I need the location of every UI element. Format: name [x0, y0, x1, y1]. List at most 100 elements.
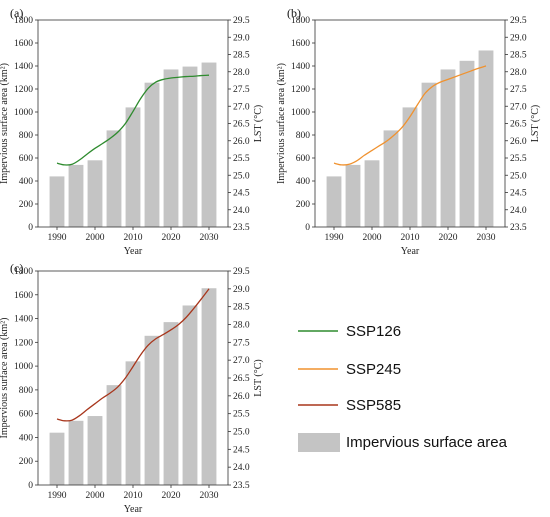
- x-tick-label: 2030: [477, 233, 496, 243]
- x-tick-label: 1990: [325, 233, 344, 243]
- y-tick-label: 1800: [14, 16, 33, 26]
- bar: [49, 176, 65, 227]
- y-tick-label: 1200: [14, 85, 33, 95]
- bar: [201, 288, 217, 485]
- x-tick-label: 2030: [200, 233, 219, 243]
- y-tick-label: 1600: [14, 291, 33, 301]
- y-axis-label: Impervious surface area (km²): [0, 63, 10, 184]
- x-tick-label: 2000: [363, 233, 382, 243]
- y2-tick-label: 26.0: [510, 137, 527, 147]
- y2-axis-label: LST (°C): [253, 359, 264, 396]
- y-tick-label: 1600: [291, 39, 310, 49]
- panel-label: (b): [287, 6, 301, 20]
- y2-tick-label: 25.5: [233, 154, 250, 164]
- x-tick-label: 2010: [401, 233, 420, 243]
- y-tick-label: 800: [296, 131, 311, 141]
- y-tick-label: 200: [19, 457, 34, 467]
- x-axis-label: Year: [124, 504, 143, 515]
- bar: [87, 160, 103, 227]
- y-tick-label: 800: [19, 131, 34, 141]
- y2-tick-label: 29.0: [510, 33, 527, 43]
- bar: [440, 69, 456, 227]
- legend-label: Impervious surface area: [346, 434, 508, 451]
- y-tick-label: 1200: [291, 85, 310, 95]
- x-tick-label: 1990: [48, 233, 67, 243]
- lst-line-ssp126: [56, 74, 210, 166]
- x-tick-label: 2000: [86, 233, 105, 243]
- y2-tick-label: 29.5: [233, 16, 250, 26]
- bar: [201, 62, 217, 227]
- bar: [125, 361, 141, 485]
- y2-tick-label: 27.0: [510, 102, 527, 112]
- bar: [478, 50, 494, 227]
- bar: [106, 385, 122, 485]
- y2-tick-label: 27.0: [233, 102, 250, 112]
- y2-tick-label: 24.0: [233, 463, 250, 473]
- bar: [163, 322, 179, 485]
- y2-tick-label: 25.5: [510, 154, 527, 164]
- y-axis-label: Impervious surface area (km²): [276, 63, 287, 184]
- y-tick-label: 1800: [14, 267, 33, 277]
- y2-tick-label: 26.0: [233, 392, 250, 402]
- y-tick-label: 0: [305, 223, 310, 233]
- bar: [345, 164, 361, 227]
- y2-tick-label: 27.5: [233, 338, 250, 348]
- bar: [459, 60, 475, 228]
- legend-label: SSP585: [346, 397, 401, 414]
- y2-tick-label: 25.0: [510, 171, 527, 181]
- y2-tick-label: 26.5: [233, 374, 250, 384]
- y-tick-label: 1800: [291, 16, 310, 26]
- y2-tick-label: 29.0: [233, 33, 250, 43]
- y-tick-label: 0: [28, 481, 33, 491]
- y2-tick-label: 28.0: [510, 68, 527, 78]
- y-tick-label: 1000: [14, 362, 33, 372]
- legend-label: SSP126: [346, 323, 401, 340]
- bar: [326, 176, 342, 227]
- legend: SSP126 SSP245 SSP585 Impervious surface are…: [298, 323, 508, 452]
- y-tick-label: 600: [19, 410, 34, 420]
- y2-tick-label: 29.5: [510, 16, 527, 26]
- y2-tick-label: 23.5: [233, 481, 250, 491]
- y2-tick-label: 24.0: [510, 206, 527, 216]
- y-tick-label: 1200: [14, 338, 33, 348]
- y-tick-label: 1400: [291, 62, 310, 72]
- bar: [49, 432, 65, 485]
- y2-tick-label: 24.5: [233, 445, 250, 455]
- y2-tick-label: 24.0: [233, 206, 250, 216]
- x-tick-label: 2000: [86, 491, 105, 501]
- y2-tick-label: 27.5: [510, 85, 527, 95]
- bar: [383, 130, 399, 227]
- y-tick-label: 200: [296, 200, 311, 210]
- y-tick-label: 1600: [14, 39, 33, 49]
- y-tick-label: 1400: [14, 315, 33, 325]
- bar: [421, 82, 437, 227]
- y-tick-label: 1000: [14, 108, 33, 118]
- x-tick-label: 2030: [200, 491, 219, 501]
- y2-tick-label: 28.0: [233, 68, 250, 78]
- bar: [364, 160, 380, 227]
- y-tick-label: 600: [19, 154, 34, 164]
- x-tick-label: 2010: [124, 491, 143, 501]
- panel-b: (b) 0 200 400 600 800 1000 1200 1400 1600 1800 23.5…: [276, 6, 541, 257]
- bar: [68, 164, 84, 227]
- y2-tick-label: 28.5: [510, 51, 527, 61]
- y2-tick-label: 28.5: [233, 303, 250, 313]
- y2-tick-label: 29.0: [233, 285, 250, 295]
- bar: [144, 82, 160, 227]
- y2-tick-label: 26.5: [510, 120, 527, 130]
- y-tick-label: 400: [19, 433, 34, 443]
- lst-line-ssp245: [333, 65, 487, 166]
- bar: [163, 69, 179, 227]
- y2-tick-label: 24.5: [233, 189, 250, 199]
- panel-label: (a): [10, 6, 23, 20]
- y-tick-label: 400: [296, 177, 311, 187]
- x-tick-label: 1990: [48, 491, 67, 501]
- y2-tick-label: 27.5: [233, 85, 250, 95]
- y-axis-label: Impervious surface area (km²): [0, 318, 10, 439]
- y2-tick-label: 23.5: [233, 223, 250, 233]
- y2-tick-label: 29.5: [233, 267, 250, 277]
- x-tick-label: 2020: [439, 233, 458, 243]
- y-tick-label: 200: [19, 200, 34, 210]
- legend-swatch-impervious: [298, 433, 340, 452]
